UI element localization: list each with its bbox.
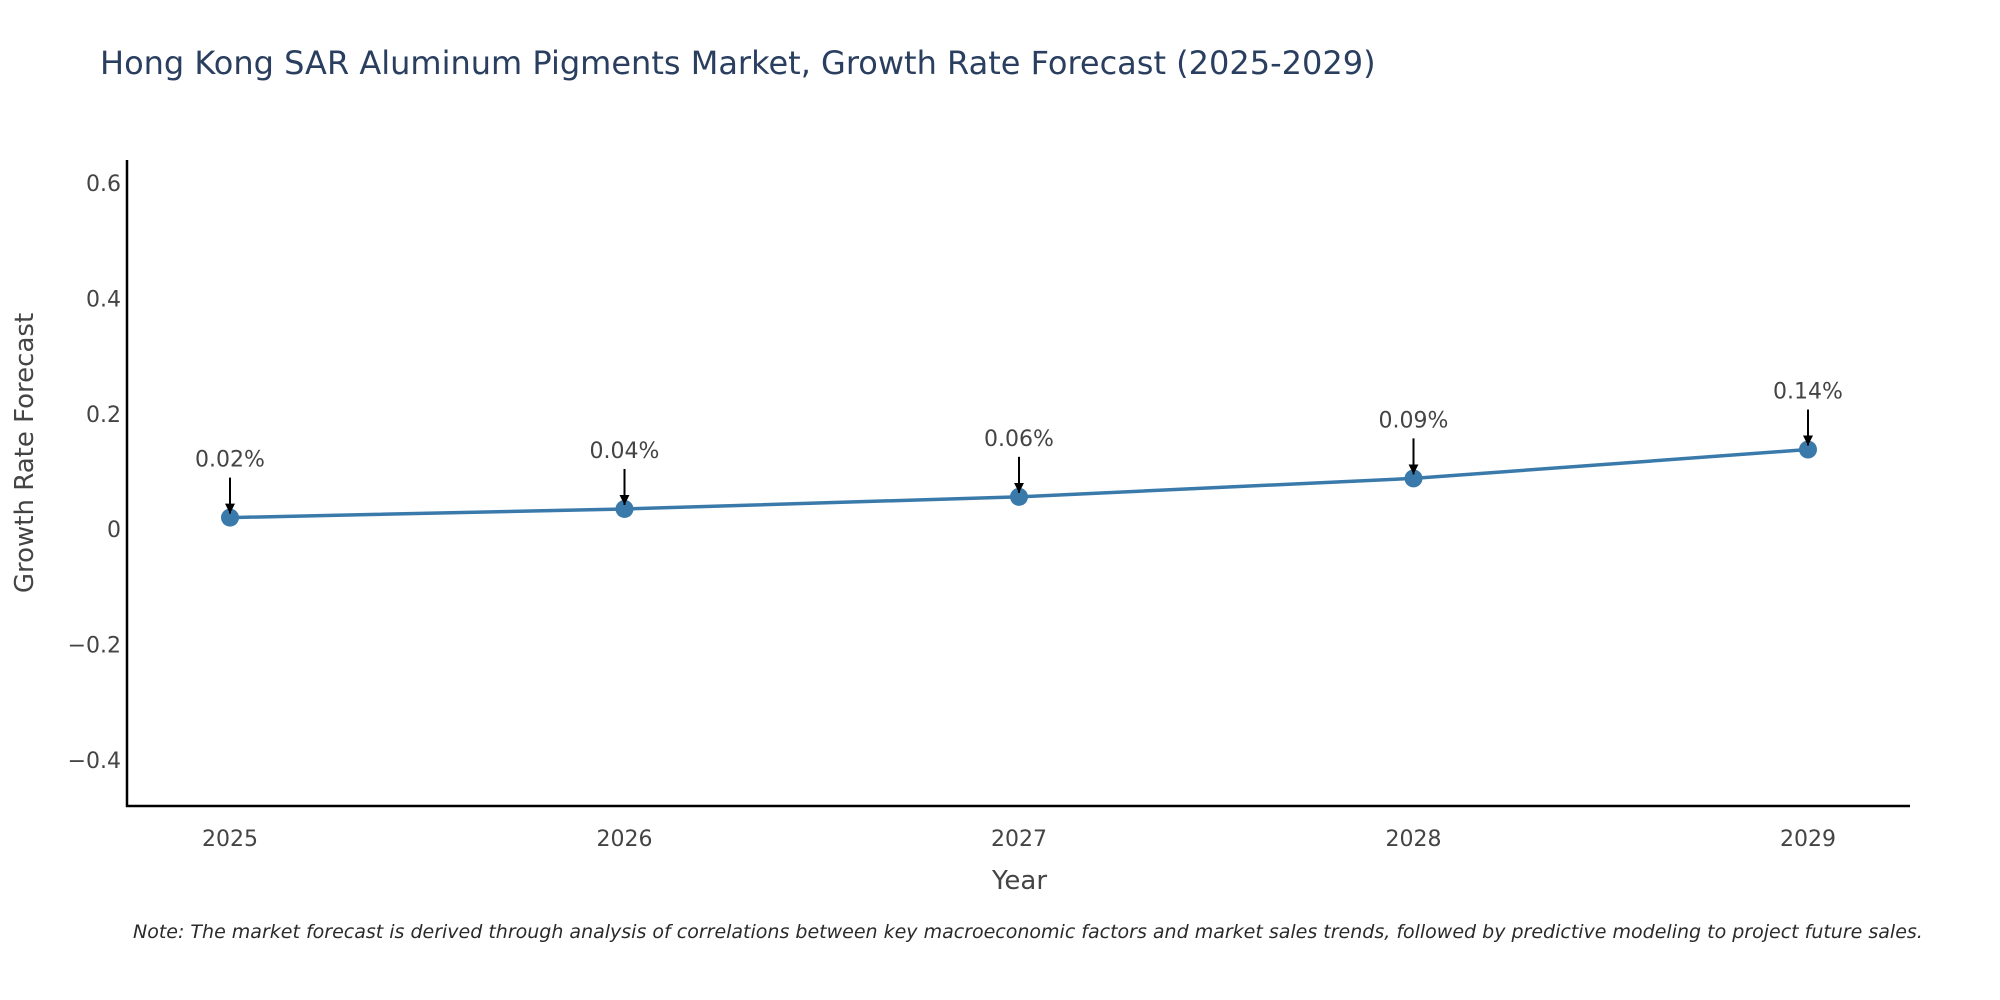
x-tick-label: 2026 xyxy=(597,827,653,852)
y-tick-label: 0.4 xyxy=(86,287,121,312)
x-tick-label: 2028 xyxy=(1386,827,1442,852)
y-tick-label: −0.4 xyxy=(68,749,121,774)
data-label: 0.02% xyxy=(195,448,265,473)
chart-title: Hong Kong SAR Aluminum Pigments Market, … xyxy=(100,44,1376,82)
axes: −0.4 −0.2 0 0.2 0.4 0.6 2025 2026 2027 2028 2029 Ye… xyxy=(10,160,1910,896)
data-label: 0.09% xyxy=(1379,408,1449,433)
y-tick-label: −0.2 xyxy=(68,634,121,659)
y-tick-label: 0.2 xyxy=(86,403,121,428)
y-tick-label: 0 xyxy=(107,518,121,543)
chart-note: Note: The market forecast is derived thr… xyxy=(133,921,1923,943)
data-label: 0.04% xyxy=(590,439,660,464)
data-label: 0.06% xyxy=(984,427,1054,452)
data-label: 0.14% xyxy=(1773,380,1843,405)
y-tick-label: 0.6 xyxy=(86,172,121,197)
x-tick-label: 2029 xyxy=(1780,827,1836,852)
data-labels: 0.02% 0.04% 0.06% 0.09% 0.14% xyxy=(195,380,1843,514)
x-tick-label: 2027 xyxy=(991,827,1047,852)
x-tick-label: 2025 xyxy=(202,827,258,852)
y-axis-title: Growth Rate Forecast xyxy=(10,313,40,593)
x-axis-title: Year xyxy=(991,866,1047,896)
